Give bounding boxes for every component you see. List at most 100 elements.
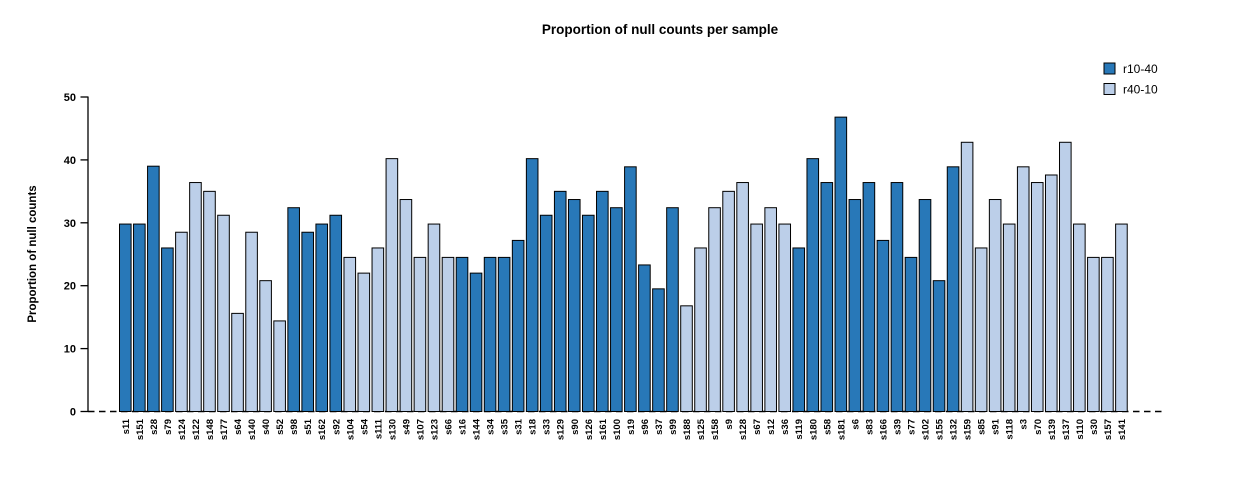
x-tick-label-s99: s99 <box>668 419 679 435</box>
chart-title: Proportion of null counts per sample <box>542 22 779 37</box>
x-tick-label-s92: s92 <box>331 419 342 435</box>
bar-s181 <box>834 116 848 413</box>
bar-s161 <box>596 190 609 412</box>
x-tick-label-s104: s104 <box>345 418 356 440</box>
y-tick-label: 50 <box>64 92 76 104</box>
bar-s64 <box>231 312 244 413</box>
x-tick-label-s70: s70 <box>1033 419 1044 435</box>
bar-s37 <box>652 288 665 412</box>
x-tick-label-s79: s79 <box>163 419 174 435</box>
bar-s110 <box>1073 223 1086 412</box>
x-tick-label-s144: s144 <box>472 418 483 440</box>
bar-s34 <box>483 256 497 412</box>
bar-s11 <box>119 223 132 412</box>
x-tick-label-s141: s141 <box>1117 418 1128 440</box>
bar-s157 <box>1101 256 1114 412</box>
bar-s119 <box>792 247 806 412</box>
bar-s151 <box>133 223 146 412</box>
bar-s129 <box>553 190 567 412</box>
x-tick-label-s31: s31 <box>514 418 525 435</box>
bar-s33 <box>539 214 553 412</box>
x-tick-label-s77: s77 <box>906 419 917 435</box>
bar-s104 <box>343 256 357 412</box>
x-tick-label-s148: s148 <box>205 419 216 440</box>
bar-s9 <box>722 190 735 412</box>
x-tick-label-s37: s37 <box>654 419 665 435</box>
bar-s96 <box>638 264 651 412</box>
bar-s100 <box>610 207 623 412</box>
bar-s83 <box>862 182 876 412</box>
x-tick-label-s67: s67 <box>752 419 763 435</box>
x-tick-label-s30: s30 <box>1089 419 1100 435</box>
bar-s51 <box>301 231 314 412</box>
x-tick-label-s124: s124 <box>177 418 188 440</box>
x-tick-label-s100: s100 <box>612 419 623 440</box>
x-tick-label-s18: s18 <box>528 419 539 435</box>
x-tick-label-s158: s158 <box>710 419 721 440</box>
x-tick-label-s52: s52 <box>275 419 286 435</box>
y-tick-label: 10 <box>64 344 76 356</box>
x-tick-label-s49: s49 <box>401 419 412 435</box>
x-tick-label-s161: s161 <box>598 418 609 440</box>
bar-s58 <box>820 182 834 412</box>
x-tick-label-s123: s123 <box>429 419 440 440</box>
bar-s180 <box>806 158 820 412</box>
x-tick-label-s177: s177 <box>219 419 230 440</box>
bar-s122 <box>189 182 202 412</box>
bar-s123 <box>427 223 441 412</box>
bar-s16 <box>455 256 469 412</box>
bar-s128 <box>736 182 749 412</box>
bar-s6 <box>848 199 862 412</box>
x-tick-label-s58: s58 <box>822 419 833 435</box>
x-tick-label-s64: s64 <box>233 418 244 435</box>
bar-s140 <box>245 231 258 412</box>
bar-s118 <box>1002 223 1016 412</box>
x-tick-label-s28: s28 <box>149 419 160 435</box>
x-tick-label-s91: s91 <box>991 418 1002 435</box>
bar-s77 <box>904 256 918 412</box>
bar-s54 <box>357 272 371 412</box>
bar-s125 <box>694 247 707 412</box>
bar-s158 <box>708 207 721 412</box>
x-tick-label-s125: s125 <box>696 418 707 440</box>
bar-s148 <box>203 190 216 412</box>
bar-s141 <box>1115 223 1128 412</box>
x-tick-label-s3: s3 <box>1019 419 1030 430</box>
bar-s188 <box>680 305 693 412</box>
bar-s99 <box>666 207 679 412</box>
bar-s70 <box>1030 182 1044 412</box>
bar-s132 <box>946 166 960 412</box>
x-tick-label-s128: s128 <box>738 419 749 440</box>
x-tick-label-s83: s83 <box>864 419 875 435</box>
bar-s66 <box>441 256 455 412</box>
bar-s30 <box>1087 256 1100 412</box>
bar-s177 <box>217 214 230 412</box>
bar-s40 <box>259 280 272 412</box>
x-tick-label-s11: s11 <box>121 418 132 434</box>
bar-s52 <box>273 320 286 413</box>
legend-swatch-r10-40 <box>1103 62 1116 75</box>
y-tick-label: 20 <box>64 281 76 293</box>
x-tick-label-s137: s137 <box>1061 419 1072 440</box>
bar-s31 <box>511 239 525 412</box>
bar-s130 <box>385 158 399 412</box>
bar-s3 <box>1016 166 1030 412</box>
bar-s90 <box>567 199 581 412</box>
bar-s102 <box>918 199 932 412</box>
x-tick-label-s96: s96 <box>640 419 651 435</box>
bar-s35 <box>497 256 511 412</box>
bar-s144 <box>469 272 483 412</box>
x-tick-label-s36: s36 <box>780 419 791 435</box>
bar-s98 <box>287 207 300 412</box>
x-tick-label-s132: s132 <box>949 419 960 440</box>
bar-s39 <box>890 182 904 412</box>
x-tick-label-s139: s139 <box>1047 419 1058 440</box>
bar-s49 <box>399 199 413 412</box>
bar-s159 <box>960 141 974 412</box>
x-tick-label-s51: s51 <box>303 418 314 435</box>
x-tick-label-s111: s111 <box>373 418 384 439</box>
x-tick-label-s151: s151 <box>135 418 146 440</box>
x-tick-label-s166: s166 <box>878 419 889 440</box>
legend-swatch-r40-10 <box>1103 83 1116 95</box>
bar-s91 <box>988 199 1002 412</box>
